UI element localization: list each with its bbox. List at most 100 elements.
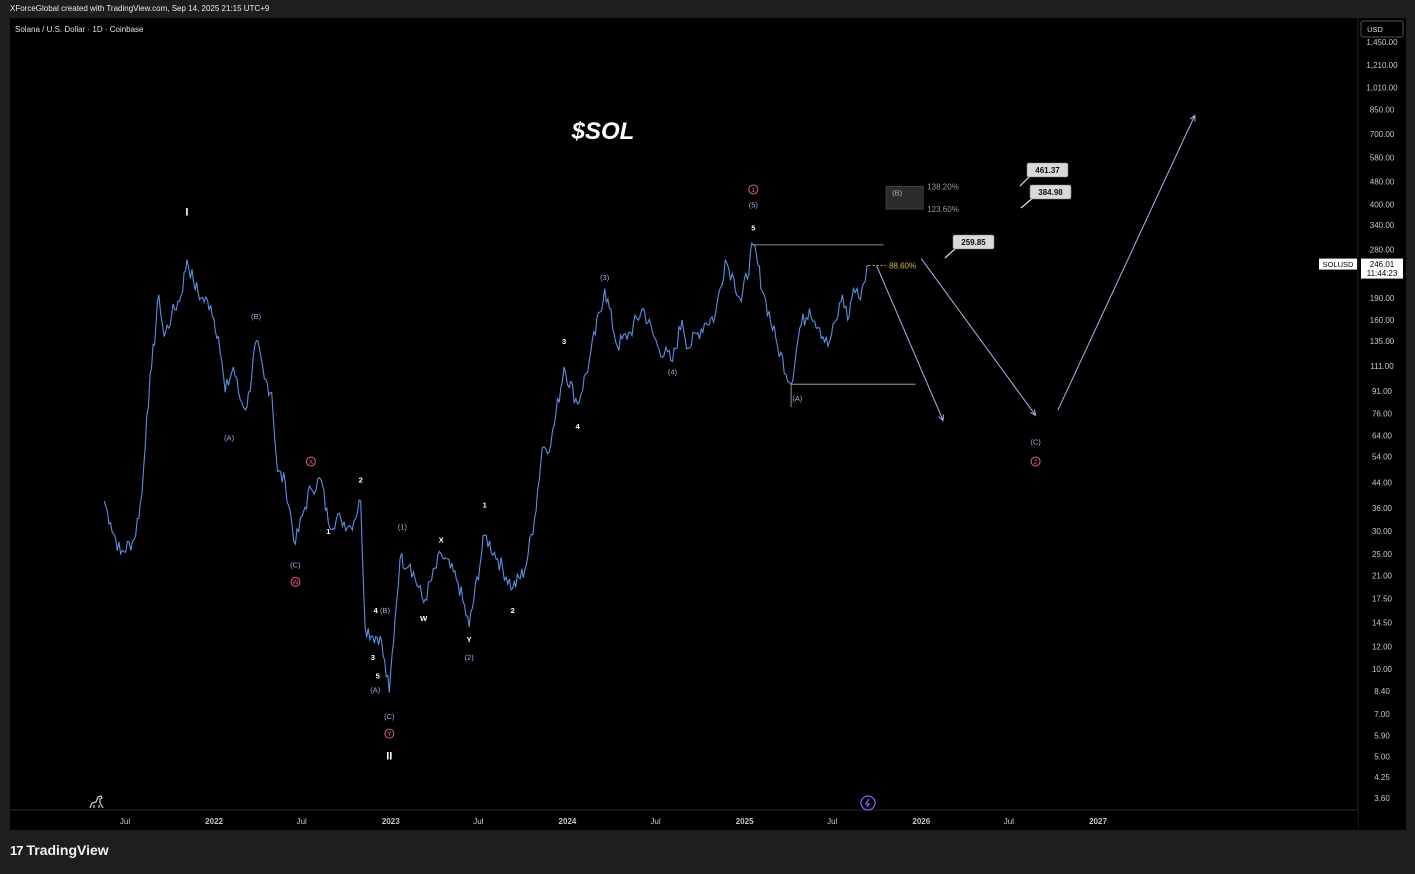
wave-label-circle <box>748 184 759 195</box>
wave-label: 1 <box>326 527 330 536</box>
projection-path <box>1057 115 1196 411</box>
wave-label: II <box>386 751 392 763</box>
y-tick-label: 5.00 <box>1374 753 1390 762</box>
wave-label-circle <box>384 728 395 739</box>
projection-arrowhead <box>1189 114 1196 122</box>
y-tick-label: 1,210.00 <box>1366 61 1398 70</box>
wave-label: (4) <box>668 368 678 377</box>
price-tag-value: 384.98 <box>1038 188 1063 197</box>
chart-subtitle: Solana / U.S. Dollar · 1D · Coinbase <box>15 25 144 34</box>
x-tick-label: 2024 <box>559 817 577 826</box>
credit-text: XForceGlobal created with TradingView.co… <box>10 4 270 13</box>
y-tick-label: 64.00 <box>1372 431 1393 440</box>
y-tick-label: 160.00 <box>1370 316 1395 325</box>
y-tick-label: 190.00 <box>1370 294 1395 303</box>
wave-label: 3 <box>562 337 566 346</box>
y-tick-label: 91.00 <box>1372 387 1393 396</box>
wave-label: (3) <box>600 273 610 282</box>
y-tick-label: 12.00 <box>1372 642 1393 651</box>
y-tick-label: 36.00 <box>1372 504 1393 513</box>
y-tick-label: 14.50 <box>1372 618 1393 627</box>
y-tick-label: 8.40 <box>1374 687 1390 696</box>
tradingview-logo-icon: 17 <box>10 843 24 858</box>
wave-label: 2 <box>359 476 363 485</box>
brand-name: TradingView <box>26 842 109 858</box>
x-tick-label: Jul <box>650 817 660 826</box>
y-tick-label: 54.00 <box>1372 453 1393 462</box>
y-tick-label: 400.00 <box>1370 200 1395 209</box>
tradingview-logo[interactable]: 17 TradingView <box>10 842 109 858</box>
projection-path <box>920 258 1036 416</box>
projection-arrowhead <box>938 414 944 422</box>
wave-label: 3 <box>371 653 375 662</box>
x-tick-label: 2023 <box>382 817 400 826</box>
wave-label: (1) <box>398 523 408 532</box>
y-tick-label: 580.00 <box>1370 153 1395 162</box>
wave-label: (2) <box>465 653 475 662</box>
wave-label: Y <box>467 635 472 644</box>
fib-level-label: 138.20% <box>927 182 959 191</box>
wave-label-circle <box>1030 456 1041 467</box>
y-tick-label: 25.00 <box>1372 550 1393 559</box>
y-tick-label: 7.00 <box>1374 710 1390 719</box>
y-tick-label: 280.00 <box>1370 245 1395 254</box>
y-tick-label: 700.00 <box>1370 130 1395 139</box>
x-tick-label: 2026 <box>912 817 930 826</box>
y-tick-label: 340.00 <box>1370 221 1395 230</box>
price-tag[interactable] <box>1029 184 1072 200</box>
last-price-label: 246.01 <box>1370 260 1395 269</box>
wave-label: (A) <box>370 686 381 695</box>
y-tick-label: 3.60 <box>1374 794 1390 803</box>
x-tick-label: 2022 <box>205 817 223 826</box>
y-tick-label: 21.00 <box>1372 572 1393 581</box>
y-tick-label: 44.00 <box>1372 479 1393 488</box>
wave-label: (B) <box>251 312 262 321</box>
wave-label: X <box>439 535 444 544</box>
y-tick-label: 111.00 <box>1370 362 1394 371</box>
fib-level-label: 88.60% <box>889 262 916 271</box>
y-tick-label: 850.00 <box>1370 105 1395 114</box>
wave-label: (A) <box>224 433 235 442</box>
footer-bar <box>0 830 1415 874</box>
ticker-badge <box>1319 258 1357 270</box>
axes-layer: 1,450.00 1,210.00 1,010.00 850.00 700.00 580.… <box>10 18 1406 830</box>
wave-label: (5) <box>749 200 759 209</box>
wave-label: (B) <box>892 188 903 197</box>
y-tick-label: 1,450.00 <box>1366 38 1398 47</box>
wave-label: 4 <box>374 606 379 615</box>
last-price-box <box>1361 258 1403 279</box>
price-tag[interactable] <box>1026 162 1069 178</box>
wave-label: 2 <box>1034 459 1038 466</box>
price-tag[interactable] <box>952 234 995 250</box>
x-tick-label: 2027 <box>1089 817 1107 826</box>
x-tick-label: Jul <box>827 817 837 826</box>
fib-zone-box <box>885 186 924 210</box>
time-axis[interactable] <box>10 810 1358 830</box>
x-tick-label: Jul <box>120 817 130 826</box>
x-tick-label: Jul <box>1004 817 1014 826</box>
y-tick-label: 1,010.00 <box>1366 84 1398 93</box>
y-tick-label: 76.00 <box>1372 410 1393 419</box>
projection-arrowhead <box>1030 409 1037 417</box>
lightning-icon[interactable] <box>860 795 876 811</box>
y-tick-label: 30.00 <box>1372 527 1393 536</box>
price-tag-value: 461.37 <box>1035 166 1060 175</box>
chart-frame[interactable] <box>10 18 1406 830</box>
currency-label[interactable]: USD <box>1367 25 1383 34</box>
price-layer <box>103 241 869 693</box>
projection-path <box>876 265 944 421</box>
y-tick-label: 17.50 <box>1372 595 1393 604</box>
fib-level-label: 123.60% <box>927 205 959 214</box>
dino-icon[interactable] <box>89 795 104 809</box>
price-series-line <box>103 241 869 693</box>
wave-label: (C) <box>384 712 395 721</box>
wave-label: W <box>420 614 428 623</box>
currency-box[interactable] <box>1360 20 1404 38</box>
y-tick-label: 480.00 <box>1370 177 1395 186</box>
wave-label: 4 <box>576 422 581 431</box>
wave-label: 5 <box>376 672 380 681</box>
wave-label: I <box>185 206 188 218</box>
price-axis[interactable] <box>1358 18 1406 830</box>
wave-label: 1 <box>752 187 756 194</box>
